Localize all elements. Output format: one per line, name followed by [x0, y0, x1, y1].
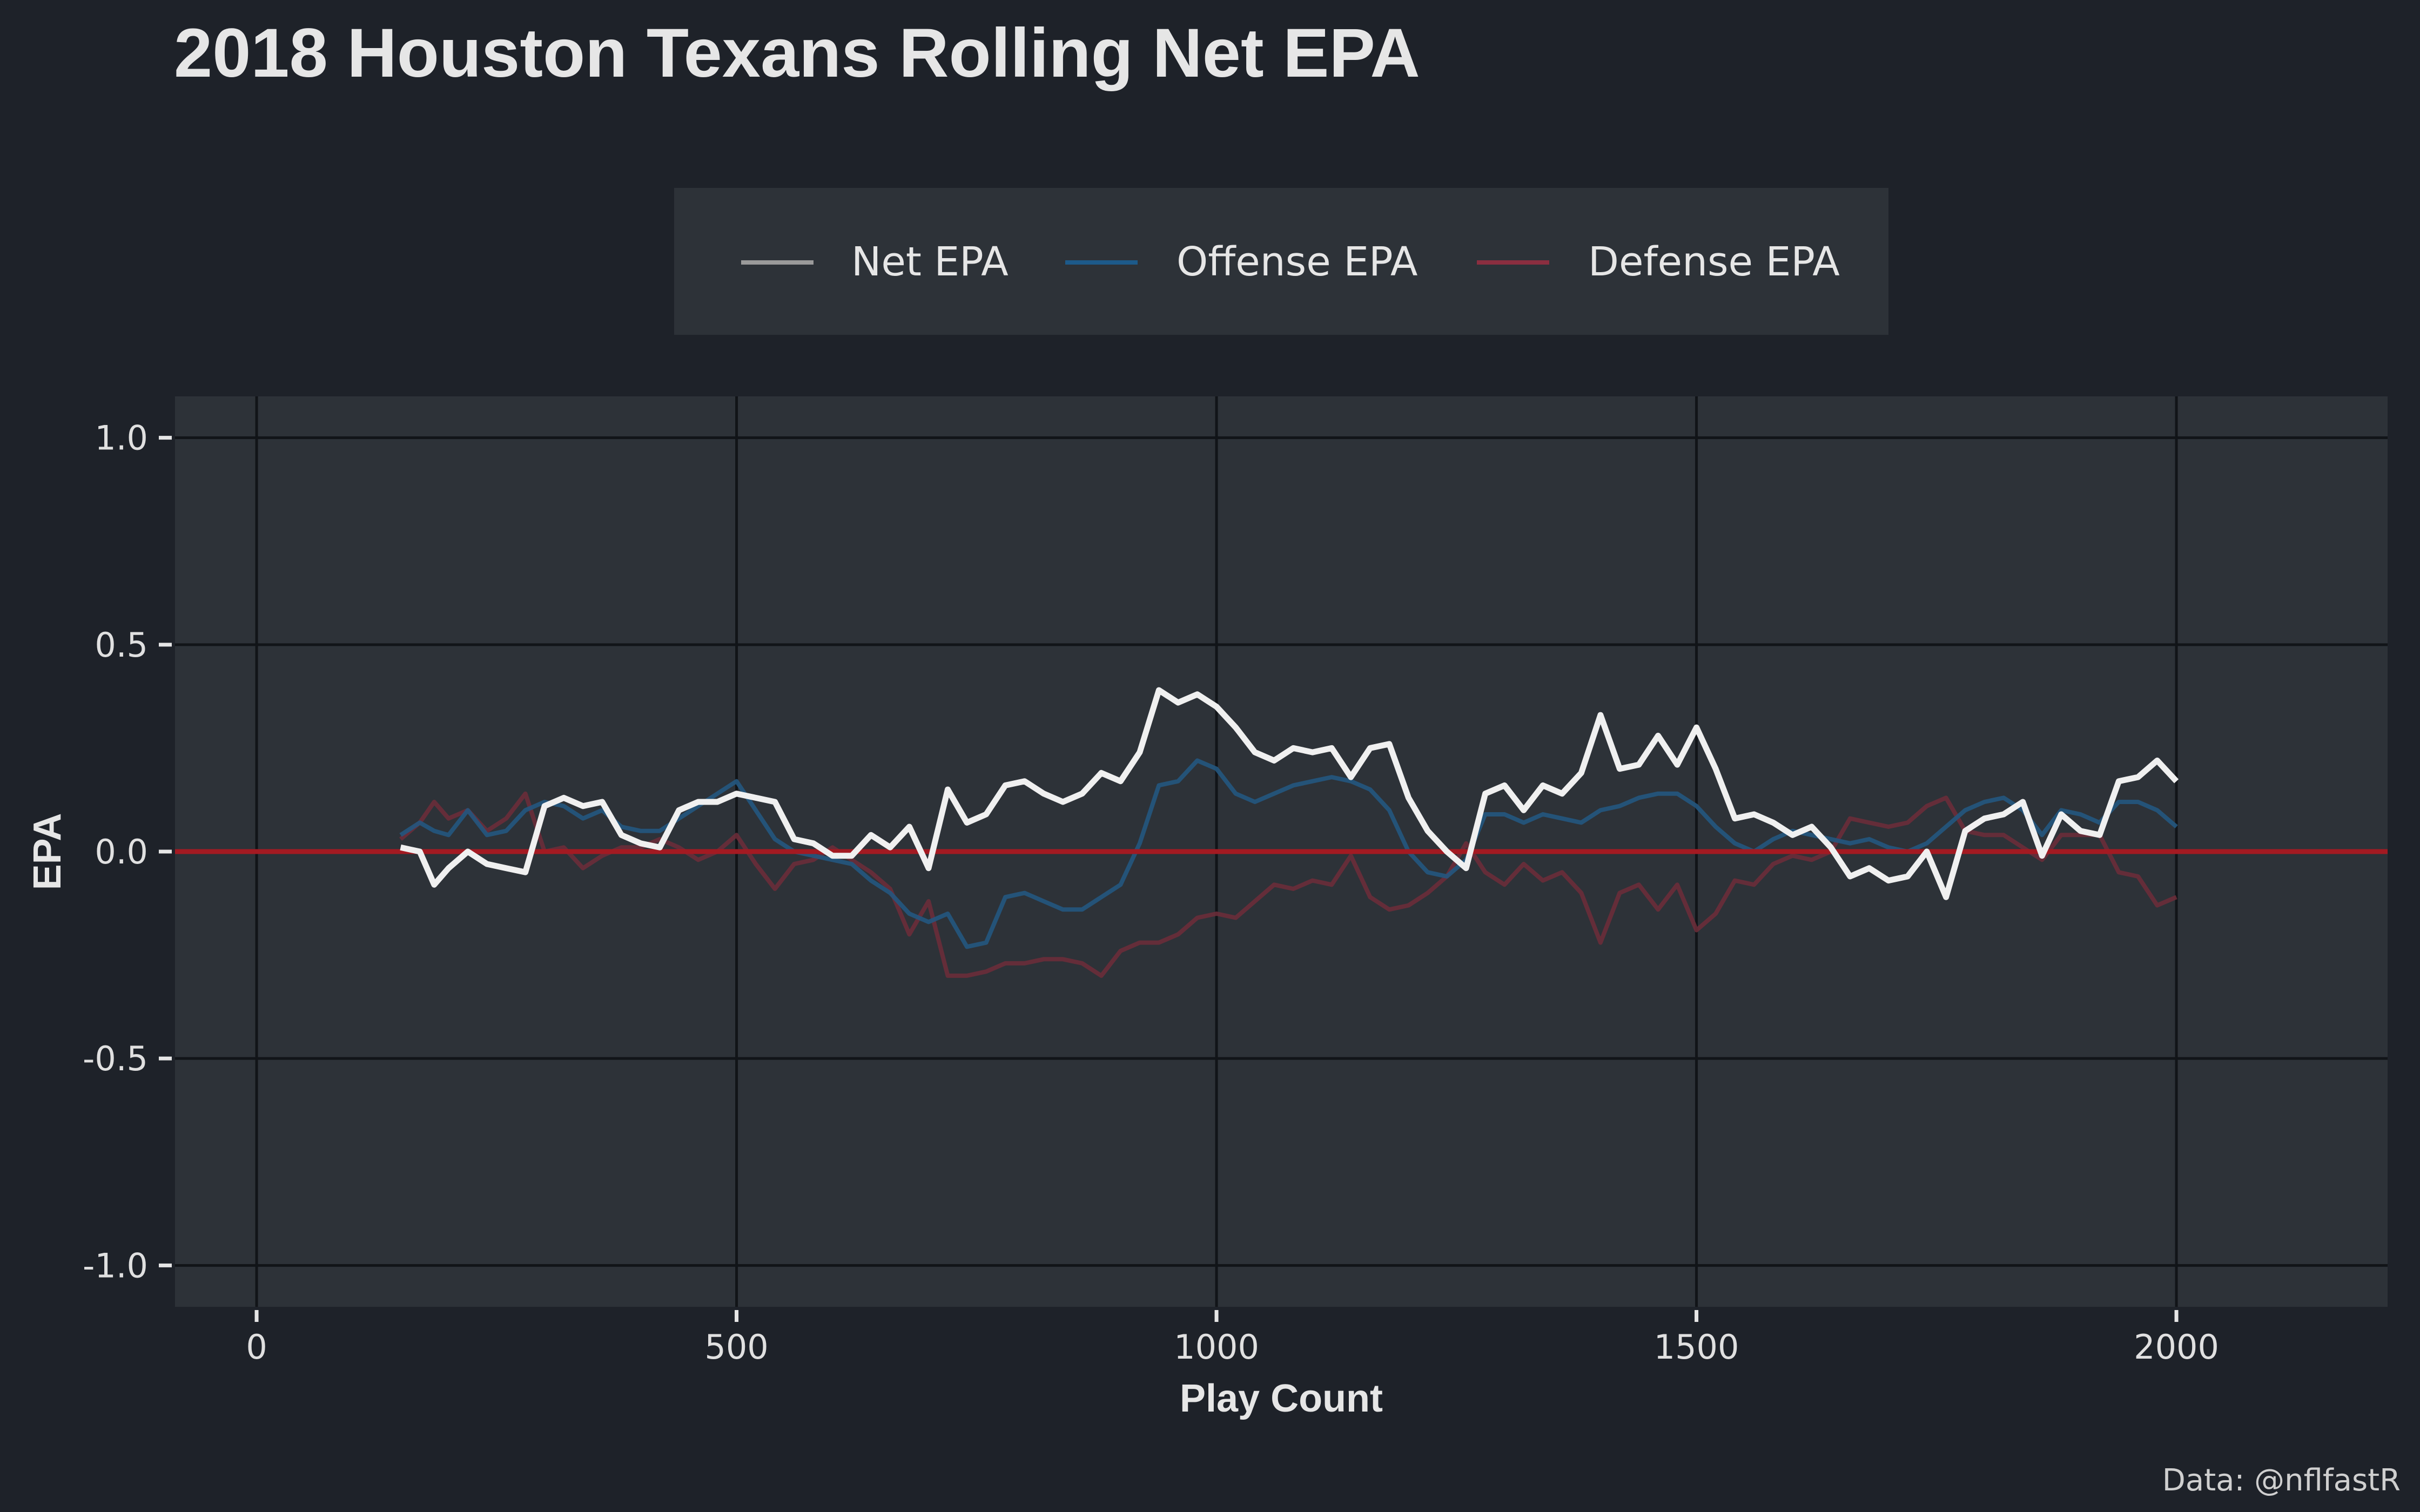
legend-label-defense-epa: Defense EPA [1588, 239, 1840, 285]
y-tick-label: -1.0 [83, 1246, 148, 1285]
y-tick-label: -0.5 [83, 1039, 148, 1078]
series-line-net-epa [400, 687, 2179, 900]
x-tick-label: 1500 [1654, 1327, 1739, 1367]
legend: Net EPA Offense EPA Defense EPA [674, 188, 1888, 335]
series-line-offense-epa [399, 758, 2178, 949]
y-axis-title: EPA [26, 813, 69, 890]
y-tick-label: 0.5 [95, 625, 148, 665]
caption: Data: @nflfastR [2162, 1463, 2401, 1498]
y-tick-label: 1.0 [95, 418, 148, 458]
axes: 0 500 1000 1500 2000 1.0 0.5 0.0 -0.5 -1.0 [83, 418, 2219, 1367]
y-tick-label: 0.0 [95, 832, 148, 872]
x-tick-label: 500 [704, 1327, 768, 1367]
legend-label-net-epa: Net EPA [851, 239, 1009, 285]
chart-title: 2018 Houston Texans Rolling Net EPA [174, 15, 1420, 92]
legend-label-offense-epa: Offense EPA [1177, 239, 1418, 285]
x-tick-label: 0 [246, 1327, 267, 1367]
x-tick-label: 2000 [2134, 1327, 2219, 1367]
legend-box [674, 188, 1888, 335]
x-axis-title: Play Count [1180, 1377, 1383, 1420]
series-layer [175, 687, 2388, 978]
x-tick-label: 1000 [1174, 1327, 1259, 1367]
